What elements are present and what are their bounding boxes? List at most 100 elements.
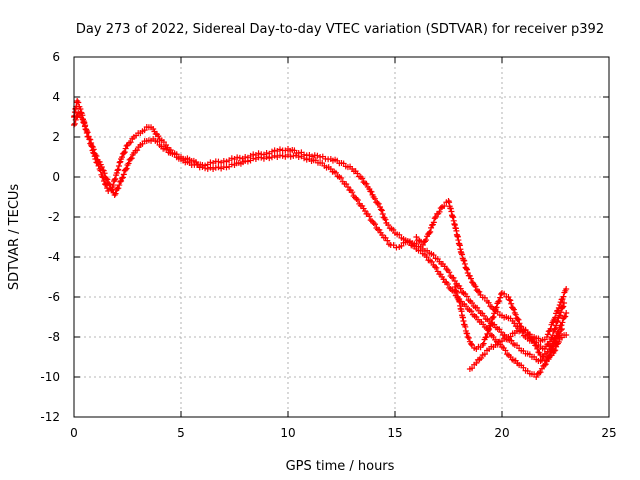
track-d-point (486, 326, 493, 332)
track-c-point (551, 326, 558, 333)
track-b-point (223, 164, 230, 171)
track-a-point (371, 195, 378, 202)
track-a-point (474, 304, 481, 311)
track-d-point (552, 314, 559, 321)
track-a-point (368, 188, 375, 195)
track-b-point (88, 140, 95, 146)
track-d-point (543, 334, 550, 340)
track-c-point (561, 300, 568, 306)
track-d-point (555, 304, 562, 311)
track-d-point (517, 323, 524, 330)
track-b-point (244, 158, 251, 165)
track-b-point (558, 326, 565, 332)
track-d-point (464, 334, 471, 340)
track-e-point (555, 338, 562, 345)
track-c-point (421, 238, 428, 245)
track-d-point (493, 304, 500, 311)
track-c-point (467, 275, 474, 282)
track-e-point (534, 345, 541, 352)
track-b-point (538, 365, 545, 372)
track-d-point (510, 305, 517, 312)
track-d-point (515, 316, 522, 323)
track-b-point (106, 181, 113, 188)
track-b-point (101, 170, 108, 177)
track-a-point (430, 252, 437, 259)
track-b-point (258, 154, 265, 161)
plot-frame (73, 56, 610, 418)
track-c-point (430, 219, 437, 226)
track-c-point (432, 214, 439, 220)
track-d-point (554, 307, 561, 314)
track-b-point (202, 165, 209, 172)
y-tick-label: -12 (40, 410, 60, 424)
track-b-point (423, 253, 430, 260)
track-a-point (561, 314, 568, 321)
track-e-point (545, 356, 552, 363)
track-b-point (536, 369, 543, 376)
track-d-point (491, 310, 498, 317)
track-d-point (485, 327, 492, 334)
track-c-point (553, 322, 560, 329)
track-a-point (120, 150, 127, 157)
track-c-point (466, 272, 473, 279)
track-a-point (450, 274, 457, 281)
track-a-point (207, 159, 214, 166)
track-d-point (496, 298, 503, 305)
track-d-point (487, 322, 494, 329)
track-e-point (473, 360, 480, 366)
track-d-point (544, 331, 551, 338)
x-tick-label: 15 (387, 426, 402, 440)
track-b-point (295, 154, 302, 160)
track-a-point (220, 158, 227, 164)
track-d-point (490, 313, 497, 320)
track-b-point (76, 110, 83, 117)
track-d-point (508, 300, 515, 307)
track-b-point (105, 180, 112, 186)
track-b-point (84, 129, 91, 136)
track-a-point (77, 106, 84, 112)
track-a-point (215, 158, 222, 165)
track-b-point (444, 281, 451, 288)
track-b-point (502, 347, 509, 354)
track-a-point (121, 149, 128, 156)
track-d-point (469, 342, 476, 348)
track-b-point (87, 136, 94, 143)
track-b-point (125, 160, 132, 167)
track-b-point (406, 239, 413, 246)
track-c-point (426, 230, 433, 236)
track-d-point (557, 299, 564, 306)
track-d-point (465, 334, 472, 341)
track-b-point (287, 153, 294, 160)
track-a-point (377, 206, 384, 213)
track-a-point (363, 180, 370, 187)
track-b-point (433, 264, 440, 271)
track-b-point (268, 154, 275, 161)
x-axis-label: GPS time / hours (286, 459, 395, 474)
track-e-point (529, 336, 536, 343)
track-b-point (263, 154, 270, 160)
track-b-point (353, 196, 360, 202)
track-d-point (547, 325, 554, 332)
track-e-point (551, 347, 558, 354)
track-b-point (344, 184, 351, 190)
x-tick-label: 0 (70, 426, 78, 440)
track-b-point (127, 155, 134, 162)
track-b-point (367, 217, 374, 224)
track-a-point (127, 139, 134, 146)
track-c-point (458, 250, 465, 256)
y-tick-label: 6 (52, 50, 60, 64)
track-b-point (290, 152, 297, 159)
track-b-point (154, 138, 161, 145)
track-b-point (123, 165, 130, 172)
track-b-point (134, 147, 141, 154)
track-c-point (541, 346, 548, 352)
track-a-point (110, 182, 117, 189)
track-b-point (266, 155, 273, 162)
track-c-point (427, 228, 434, 235)
track-a-point (115, 162, 122, 169)
track-a-point (314, 152, 321, 159)
track-a-point (396, 231, 403, 238)
track-c-point (481, 294, 488, 301)
track-d-point (501, 290, 508, 297)
y-tick-label: -2 (48, 210, 60, 224)
